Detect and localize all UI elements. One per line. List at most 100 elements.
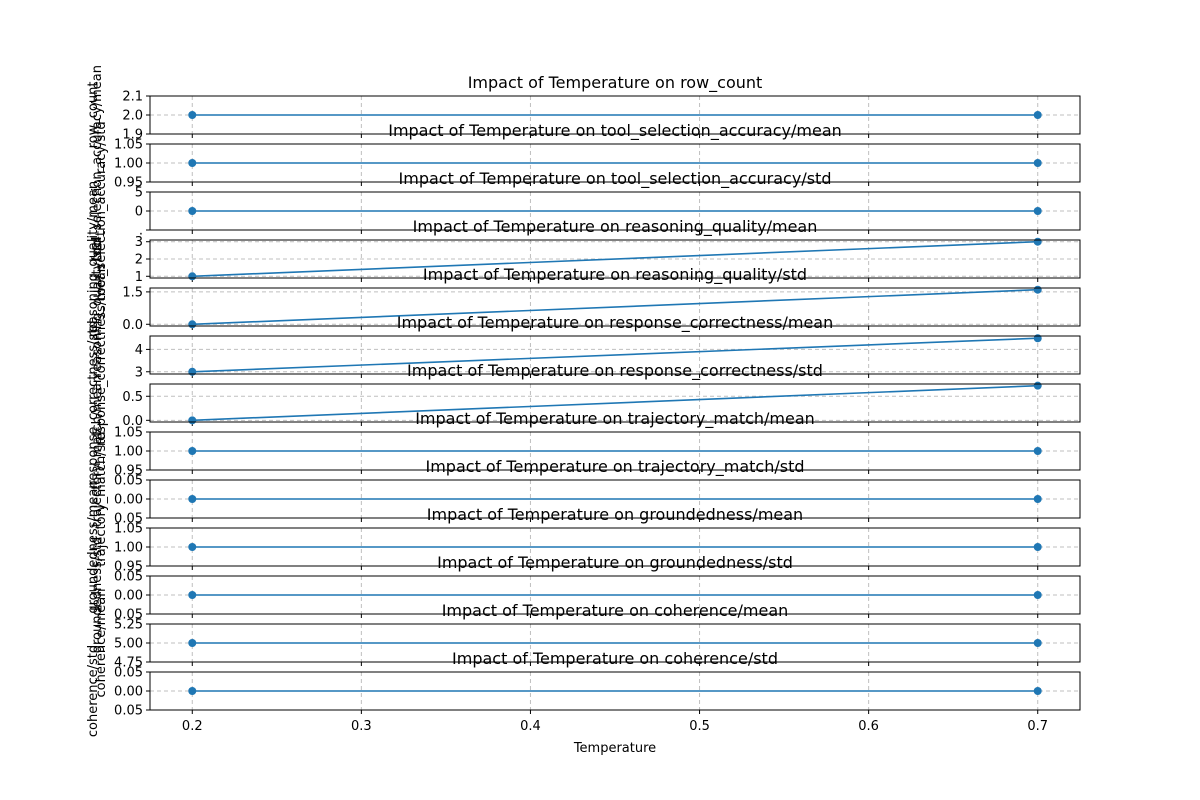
x-tick-label: 0.3 xyxy=(351,719,372,734)
series-line xyxy=(192,384,1038,422)
data-point xyxy=(1033,111,1042,119)
y-tick-label: 1.05 xyxy=(114,426,143,441)
y-tick-label: 4 xyxy=(135,343,143,358)
data-point xyxy=(188,367,197,376)
y-tick-label: . xyxy=(139,224,143,239)
panel-title: Impact of Temperature on tool_selection_… xyxy=(399,169,832,189)
data-point xyxy=(188,639,197,647)
subplot-10: 0.05 0.00 0.05 groundedness/std Impact of Te… xyxy=(90,537,1081,654)
subplot-0: 1.9 2.0 2.1 row_count Impact of Temperature … xyxy=(86,73,1081,149)
y-tick-label: 0.05 xyxy=(114,704,143,719)
y-tick-label: 0.05 xyxy=(114,570,143,585)
series-line xyxy=(192,337,1038,373)
data-point xyxy=(188,320,197,329)
y-tick-label: 1 xyxy=(135,270,143,285)
y-tick-label: 1.05 xyxy=(114,522,143,537)
data-point xyxy=(1033,159,1042,167)
y-tick-label: 0 xyxy=(135,205,143,220)
plot-frame xyxy=(149,575,1081,615)
y-axis-label: response_correctness/mean xyxy=(94,264,109,446)
x-tick-label: 0.6 xyxy=(858,719,879,734)
plot-frame xyxy=(149,239,1081,279)
y-tick-label: 0.0 xyxy=(122,318,143,333)
panel-title: Impact of Temperature on reasoning_quali… xyxy=(413,217,818,237)
panel-title: Impact of Temperature on row_count xyxy=(468,73,763,93)
plot-frame xyxy=(149,623,1081,663)
panel-title: Impact of Temperature on trajectory_matc… xyxy=(415,409,815,429)
y-tick-label: 0.95 xyxy=(114,176,143,191)
data-point xyxy=(1033,237,1042,246)
y-tick-label: 1.5 xyxy=(122,285,143,300)
data-point xyxy=(188,159,197,167)
y-axis-label: reasoning_quality/std xyxy=(90,237,105,377)
subplot-11: 4.75 5.00 5.25 coherence/mean Impact of Temp… xyxy=(94,588,1081,698)
y-tick-label: 0.05 xyxy=(114,474,143,489)
y-tick-label: 0.5 xyxy=(122,390,143,405)
y-tick-label: 1.00 xyxy=(114,445,143,460)
y-axis-label: reasoning_quality/mean xyxy=(86,181,101,337)
y-tick-label: 0.05 xyxy=(114,666,143,681)
data-point xyxy=(188,687,197,695)
y-axis-label: trajectory_match/std xyxy=(94,431,109,566)
series-line xyxy=(192,240,1038,278)
y-axis-label: row_count xyxy=(86,82,101,149)
panel-title: Impact of Temperature on tool_selection_… xyxy=(388,121,842,141)
data-point xyxy=(188,495,197,503)
y-tick-label: 0.00 xyxy=(114,589,143,604)
panel-title: Impact of Temperature on coherence/std xyxy=(452,649,778,668)
y-tick-label: 0.95 xyxy=(114,560,143,575)
y-tick-label: 0.05 xyxy=(114,512,143,527)
plot-frame xyxy=(149,431,1081,471)
data-point xyxy=(1033,285,1042,294)
y-axis-label: trajectory_match/mean xyxy=(90,375,105,527)
panel-title: Impact of Temperature on response_correc… xyxy=(397,313,834,333)
y-tick-label: 0.00 xyxy=(114,493,143,508)
data-point xyxy=(1033,495,1042,503)
x-axis-label: Temperature xyxy=(573,741,656,756)
y-tick-label: 1.9 xyxy=(122,128,143,143)
plot-frame xyxy=(149,335,1081,375)
y-tick-label: 2.1 xyxy=(122,90,143,105)
y-axis-label: tool_selection_accuracy/std xyxy=(94,121,109,300)
subplot-2: . 0 5 tool_selection_accuracy/std Impact of … xyxy=(94,121,1081,301)
subplot-stack: 1.9 2.0 2.1 row_count Impact of Temperature … xyxy=(86,65,1081,737)
data-point xyxy=(188,272,197,281)
data-point xyxy=(1033,591,1042,599)
y-tick-label: 2.0 xyxy=(122,109,143,124)
data-point xyxy=(1033,207,1042,215)
plot-frame xyxy=(149,95,1081,135)
plot-frame xyxy=(149,479,1081,519)
panel-title: Impact of Temperature on reasoning_quali… xyxy=(423,265,807,285)
y-tick-label: 1.05 xyxy=(114,138,143,153)
subplot-7: 0.95 1.00 1.05 trajectory_match/mean Impact … xyxy=(90,375,1081,527)
x-tick-label: 0.4 xyxy=(520,719,541,734)
subplot-9: 0.95 1.00 1.05 groundedness/mean Impact of T… xyxy=(86,480,1081,614)
y-axis-label: coherence/mean xyxy=(94,588,109,697)
y-tick-label: 0.0 xyxy=(122,414,143,429)
panel-title: Impact of Temperature on groundedness/st… xyxy=(437,553,793,572)
panel-title: Impact of Temperature on response_correc… xyxy=(407,361,823,381)
plot-frame xyxy=(149,143,1081,183)
data-point xyxy=(188,543,197,551)
data-point xyxy=(188,591,197,599)
y-axis-label: groundedness/std xyxy=(90,537,105,654)
y-tick-label: 3 xyxy=(135,235,143,250)
y-tick-label: 5.25 xyxy=(114,618,143,633)
y-axis-label: response_correctness/std xyxy=(86,320,101,485)
y-tick-label: 0.00 xyxy=(114,685,143,700)
panel-title: Impact of Temperature on groundedness/me… xyxy=(427,505,803,524)
series-line xyxy=(192,288,1038,326)
y-tick-label: 1.00 xyxy=(114,541,143,556)
y-axis-label: coherence/std xyxy=(86,645,101,737)
x-tick-label: 0.7 xyxy=(1027,719,1048,734)
subplot-3: 1 2 3 reasoning_quality/mean Impact of Tempe… xyxy=(86,181,1081,337)
data-point xyxy=(188,111,197,119)
y-tick-label: 0.95 xyxy=(114,464,143,479)
plot-frame xyxy=(149,287,1081,327)
data-point xyxy=(1033,381,1042,390)
y-tick-label: 4.75 xyxy=(114,656,143,671)
y-axis-label: tool_selection_accuracy/mean xyxy=(90,65,105,261)
data-point xyxy=(1033,543,1042,551)
data-point xyxy=(1033,447,1042,455)
plot-frame xyxy=(149,527,1081,567)
